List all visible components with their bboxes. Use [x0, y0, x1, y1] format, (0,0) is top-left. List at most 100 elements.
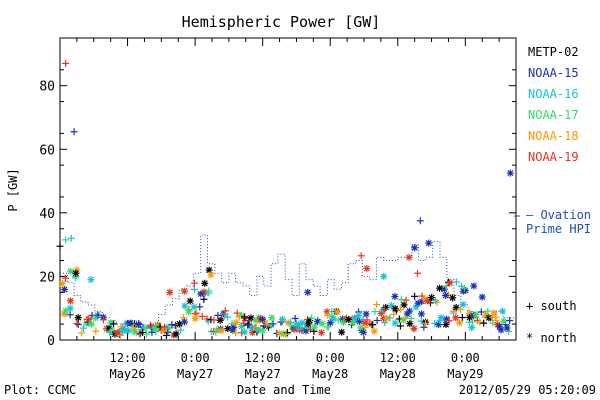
data-point-north — [87, 320, 95, 328]
data-point-north — [406, 320, 414, 328]
data-point-south — [190, 285, 198, 293]
x-tick-label-date: May27 — [177, 367, 213, 381]
data-point-stroke — [166, 289, 173, 296]
data-point-stroke — [421, 296, 429, 303]
data-point-stroke — [299, 319, 306, 326]
x-tick-label-date: May28 — [312, 367, 348, 381]
data-point-north — [180, 287, 188, 295]
x-tick-label-time: 12:00 — [109, 351, 145, 365]
data-point-north — [72, 269, 80, 277]
data-point-south — [492, 313, 500, 321]
data-point-stroke — [391, 293, 398, 300]
data-point-stroke — [318, 329, 325, 336]
data-point-north — [224, 325, 232, 333]
data-point-stroke — [470, 282, 477, 289]
data-point-south — [416, 217, 424, 225]
data-point-north — [298, 319, 306, 327]
data-point-north — [472, 311, 480, 319]
data-point-stroke — [59, 280, 66, 287]
data-point-north — [185, 308, 193, 316]
data-point-stroke — [181, 302, 188, 309]
data-point-stroke — [181, 288, 188, 295]
data-point-stroke — [327, 319, 334, 326]
data-point-stroke — [496, 323, 503, 330]
data-point-south — [307, 314, 315, 322]
data-point-stroke — [217, 327, 225, 334]
data-point-stroke — [67, 305, 74, 312]
data-point-north — [399, 316, 407, 324]
data-point-stroke — [371, 328, 378, 335]
data-point-south — [193, 309, 201, 317]
data-point-stroke — [207, 271, 214, 278]
data-point-north — [380, 272, 388, 280]
data-point-north — [497, 326, 505, 334]
y-axis-label: P [GW] — [6, 168, 20, 211]
data-point-south — [480, 319, 488, 327]
x-tick-label-time: 12:00 — [380, 351, 416, 365]
data-point-north — [232, 319, 240, 327]
data-point-stroke — [503, 324, 511, 332]
legend-entry: NOAA-18 — [528, 129, 579, 143]
data-point-south — [139, 328, 147, 336]
data-point-south — [70, 128, 78, 136]
data-point-south — [74, 320, 82, 328]
data-point-south — [369, 321, 377, 329]
data-point-north — [436, 284, 444, 292]
data-point-north — [338, 328, 346, 336]
data-point-stroke — [201, 280, 208, 287]
data-point-stroke — [406, 320, 413, 327]
data-point-south — [166, 324, 174, 332]
x-tick-label-date: May27 — [245, 367, 281, 381]
data-point-south — [223, 313, 231, 321]
data-point-stroke — [436, 285, 443, 292]
data-point-stroke — [410, 325, 418, 332]
data-point-north — [135, 320, 143, 328]
data-point-stroke — [343, 315, 350, 322]
data-point-south — [291, 314, 299, 322]
data-point-south — [198, 312, 206, 320]
data-point-south — [177, 326, 185, 334]
data-point-stroke — [259, 327, 266, 334]
data-point-north — [362, 310, 370, 318]
plot-timestamp: 2012/05/29 05:20:09 — [459, 383, 596, 397]
data-point-south — [401, 314, 409, 322]
data-point-stroke — [217, 317, 224, 324]
data-point-stroke — [72, 270, 79, 277]
legend: METP-02 NOAA-15 NOAA-16 NOAA-17 NOAA-18 NOAA-… — [526, 45, 591, 345]
marker-legend-entry: * north — [526, 331, 577, 345]
data-point-north — [405, 253, 413, 261]
data-point-south — [110, 320, 118, 328]
data-point-south — [402, 296, 410, 304]
data-point-south — [396, 306, 404, 314]
axes-layer: 0 20 40 60 80 12:00 May26 0:00 May27 12:00 May27 0:… — [39, 37, 517, 381]
data-point-north — [470, 282, 478, 290]
data-point-south — [160, 323, 168, 331]
data-point-stroke — [248, 314, 255, 321]
data-point-stroke — [388, 302, 395, 309]
data-point-north — [349, 319, 357, 327]
data-point-stroke — [75, 314, 82, 321]
data-point-south — [196, 303, 204, 311]
data-point-north — [258, 326, 266, 334]
y-tick-label: 80 — [39, 80, 55, 95]
data-point-north — [355, 317, 363, 325]
data-point-stroke — [363, 265, 370, 272]
data-point-south — [263, 321, 271, 329]
data-point-stroke — [499, 308, 506, 315]
data-point-south — [56, 242, 64, 250]
legend-entry: NOAA-16 — [528, 87, 579, 101]
data-point-north — [58, 280, 66, 288]
data-point-stroke — [473, 311, 480, 318]
y-tick-label: 20 — [39, 270, 55, 285]
data-point-north — [446, 279, 454, 287]
data-point-stroke — [442, 292, 449, 299]
data-point-stroke — [438, 314, 445, 321]
data-point-stroke — [85, 316, 92, 323]
data-point-stroke — [279, 316, 286, 323]
data-point-stroke — [456, 319, 463, 326]
data-point-north — [503, 324, 511, 332]
data-point-north — [452, 314, 460, 322]
x-tick-label-date: May26 — [109, 367, 145, 381]
data-point-stroke — [173, 330, 180, 338]
